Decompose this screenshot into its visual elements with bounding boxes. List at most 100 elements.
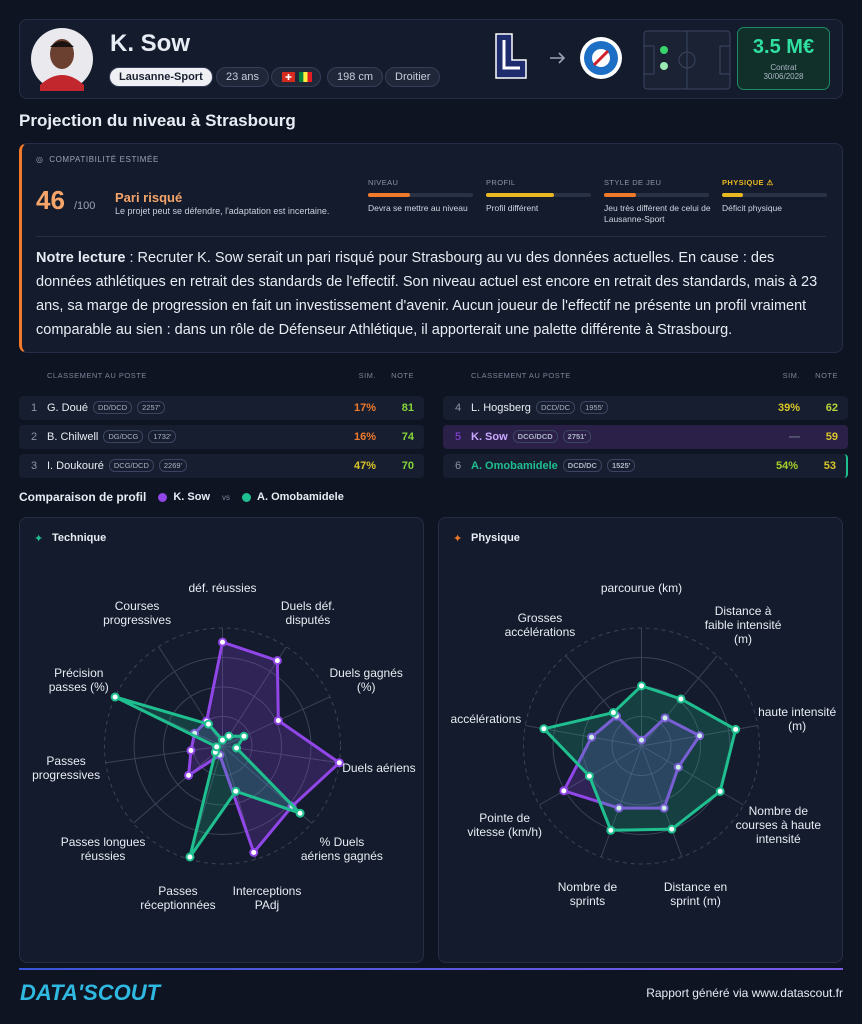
radar-point <box>224 731 234 741</box>
player-name: G. Doué <box>47 402 88 414</box>
header-title: CLASSEMENT AU POSTE <box>47 371 147 380</box>
ranking-table: CLASSEMENT AU POSTE SIM. NOTE 4 L. Hogsberg D… <box>443 368 848 483</box>
radar-axis-label: déf. réussies <box>188 581 257 595</box>
radar-point <box>660 713 670 723</box>
radar-point <box>239 731 249 741</box>
radar-spoke <box>641 745 683 858</box>
radar-spoke <box>565 655 642 747</box>
ranking-row: 4 L. Hogsberg DCD/DC 1955' 39% 62 <box>443 396 848 420</box>
radar-point <box>614 803 624 813</box>
header-sim: SIM. <box>782 371 800 380</box>
position-tag: DCG/DCD <box>512 430 558 443</box>
similarity: — <box>789 431 800 443</box>
header-sim: SIM. <box>358 371 376 380</box>
radar-axis-label: Distance à faible intensité (m) <box>704 603 782 646</box>
radar-point <box>667 824 677 834</box>
elo-tag: 2751' <box>562 430 592 443</box>
rank: 4 <box>455 402 462 414</box>
player: B. Chilwell DG/DCG 1732' <box>47 425 177 449</box>
radar-spoke <box>641 745 744 806</box>
radar-point <box>218 735 227 745</box>
reading: Notre lecture : Recruter K. Sow serait u… <box>36 246 826 342</box>
criterion-text: Déficit physique <box>722 203 783 213</box>
similarity: 47% <box>353 460 376 472</box>
legend-dot <box>158 492 168 502</box>
radar-point <box>715 786 725 796</box>
legend-label: A. Omobamidele <box>257 491 344 503</box>
criterion-track <box>604 193 709 197</box>
radar-panel: ✦ Technique déf. réussies Duels déf. disput… <box>19 517 424 963</box>
radar-point <box>295 808 305 818</box>
footer-rule <box>19 968 843 970</box>
player-name: A. Omobamidele <box>471 460 558 472</box>
player-name: K. Sow <box>471 431 508 443</box>
radar-axis-label: Distance en sprint (m) <box>663 880 728 909</box>
divider <box>36 236 826 237</box>
player-name: I. Doukouré <box>47 460 104 472</box>
radar-spoke <box>132 745 223 824</box>
market-value: 3.5 M€ <box>752 36 815 58</box>
radar-chart <box>523 627 760 865</box>
radar-axis-label: Passes réceptionnées <box>140 883 216 912</box>
ranking-header: CLASSEMENT AU POSTE SIM. NOTE <box>443 368 848 396</box>
position-tag: DG/DCG <box>103 430 144 443</box>
club-pill: Lausanne-Sport <box>109 67 213 87</box>
radar-point <box>584 771 594 781</box>
elo-tag: 2257' <box>137 401 166 414</box>
ranking-row: 2 B. Chilwell DG/DCG 1732' 16% 74 <box>19 425 424 449</box>
radar-axis-label: % Duels aériens gagnés <box>300 835 383 864</box>
radar-axis-label: Nombre de sprints <box>557 880 618 909</box>
foot-pill: Droitier <box>385 67 441 87</box>
note: 53 <box>823 460 836 472</box>
radar-point <box>272 656 282 666</box>
radar-icon: ✦ <box>34 533 44 545</box>
section-title: Projection du niveau à Strasbourg <box>19 111 296 130</box>
header-note: NOTE <box>815 371 838 380</box>
radar-point <box>587 732 597 742</box>
value-box: 3.5 M€ Contrat 30/06/2028 <box>737 27 830 90</box>
note: 59 <box>825 431 838 443</box>
contract-label: Contrat <box>770 63 797 72</box>
radar-point <box>559 786 569 796</box>
player-name: L. Hogsberg <box>471 402 531 414</box>
player-name: K. Sow <box>110 30 191 57</box>
radar-axis-label: Courses progressives <box>103 599 172 628</box>
radar-point <box>273 716 283 726</box>
player-photo <box>31 28 93 91</box>
ranking-row: 1 G. Doué DD/DCD 2257' 17% 81 <box>19 396 424 420</box>
player: K. Sow DCG/DCD 2751' <box>471 425 592 449</box>
ranking-header: CLASSEMENT AU POSTE SIM. NOTE <box>19 368 424 396</box>
ranking-row: 6 A. Omobamidele DCD/DC 1525' 54% 53 <box>443 454 848 478</box>
radar-axis-label: Nombre de courses à haute intensité <box>735 804 822 846</box>
flags <box>282 72 312 82</box>
rank: 3 <box>31 460 38 472</box>
radar-axis-label: Interceptions PAdj <box>232 883 302 912</box>
reading-lead: Notre lecture <box>36 250 126 266</box>
radar-axis-label: parcourue (km) <box>600 581 683 595</box>
rank: 2 <box>31 431 38 443</box>
footer-note: Rapport généré via www.datascout.fr <box>646 986 843 1000</box>
elo-tag: 1955' <box>580 401 609 414</box>
radar-point <box>695 731 705 741</box>
radar-point <box>184 770 194 780</box>
comparison-title: Comparaison de profil <box>19 490 147 504</box>
radar-axis-label: Duels gagnés (%) <box>329 666 403 695</box>
note: 74 <box>401 431 414 443</box>
elo-tag: 2269' <box>158 459 187 472</box>
height-pill: 198 cm <box>327 67 384 87</box>
ranking-table: CLASSEMENT AU POSTE SIM. NOTE 1 G. Doué DD/DC… <box>19 368 424 483</box>
criterion-bar <box>368 193 410 197</box>
header-title: CLASSEMENT AU POSTE <box>471 371 571 380</box>
radar-point <box>110 692 120 702</box>
radar-point <box>673 762 683 772</box>
criterion-bar <box>722 193 743 197</box>
transfer-logos <box>495 33 622 79</box>
radar-point <box>249 847 259 857</box>
radar-spoke <box>222 745 340 764</box>
rank: 6 <box>455 460 462 472</box>
radar-area <box>542 684 738 832</box>
criterion-text: Devra se mettre au niveau <box>368 203 468 213</box>
player-name: B. Chilwell <box>47 431 99 443</box>
radar-chart <box>104 627 344 865</box>
